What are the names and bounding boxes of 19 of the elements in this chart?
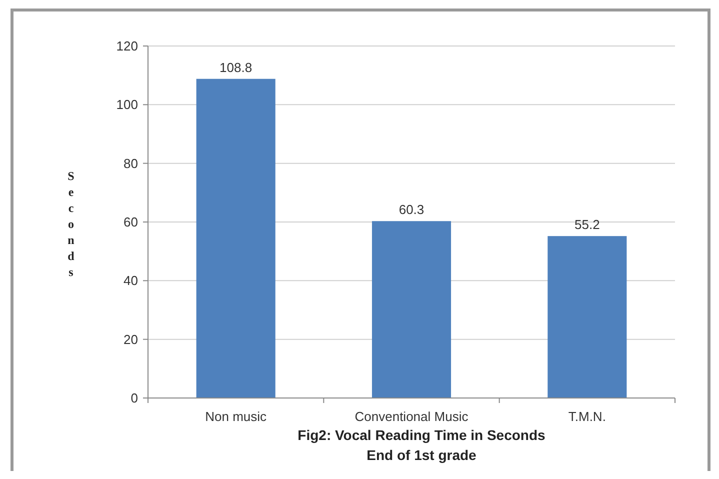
bar: [548, 236, 627, 398]
x-tick-label: Conventional Music: [354, 409, 469, 424]
x-tick-label: Non music: [205, 409, 268, 424]
data-label: 60.3: [398, 202, 424, 218]
y-tick-label: 0: [130, 390, 138, 406]
text: End of 1st grade: [366, 447, 477, 463]
text: Fig2: Vocal Reading Time in Seconds: [298, 427, 546, 443]
y-tick-label: 40: [124, 273, 138, 288]
y-tick-label: 80: [124, 156, 138, 171]
y-tick-label: 120: [116, 38, 138, 54]
y-tick-label: 20: [124, 332, 138, 347]
bar: [196, 78, 276, 398]
x-tick-label: T.M.N.: [568, 409, 606, 424]
y-tick-label: 60: [124, 214, 138, 230]
bar: [372, 221, 452, 398]
y-axis-title: Seconds: [68, 169, 75, 279]
y-tick-label: 100: [116, 97, 138, 112]
data-label: 108.8: [220, 60, 252, 75]
data-label: 55.2: [574, 217, 600, 232]
